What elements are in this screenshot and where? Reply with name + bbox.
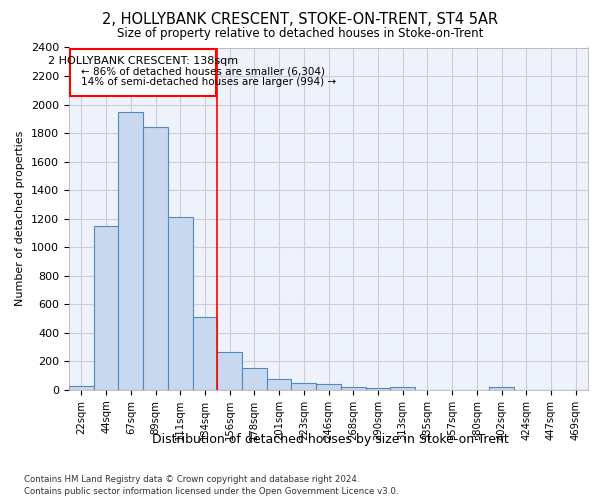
Bar: [390, 387, 415, 390]
Bar: [267, 378, 292, 390]
Bar: [316, 384, 341, 390]
Text: Contains HM Land Registry data © Crown copyright and database right 2024.: Contains HM Land Registry data © Crown c…: [24, 475, 359, 484]
Bar: [242, 368, 267, 390]
Bar: [94, 226, 118, 390]
Text: Distribution of detached houses by size in Stoke-on-Trent: Distribution of detached houses by size …: [152, 432, 508, 446]
Bar: [69, 386, 94, 390]
FancyBboxPatch shape: [70, 49, 216, 96]
Bar: [489, 387, 514, 390]
Bar: [118, 112, 143, 390]
Text: 14% of semi-detached houses are larger (994) →: 14% of semi-detached houses are larger (…: [82, 77, 337, 87]
Bar: [217, 352, 242, 390]
Bar: [168, 218, 193, 390]
Bar: [341, 387, 365, 390]
Y-axis label: Number of detached properties: Number of detached properties: [16, 131, 25, 306]
Bar: [365, 388, 390, 390]
Text: 2 HOLLYBANK CRESCENT: 138sqm: 2 HOLLYBANK CRESCENT: 138sqm: [48, 56, 238, 66]
Bar: [193, 317, 217, 390]
Text: Size of property relative to detached houses in Stoke-on-Trent: Size of property relative to detached ho…: [117, 28, 483, 40]
Text: ← 86% of detached houses are smaller (6,304): ← 86% of detached houses are smaller (6,…: [82, 66, 325, 76]
Text: 2, HOLLYBANK CRESCENT, STOKE-ON-TRENT, ST4 5AR: 2, HOLLYBANK CRESCENT, STOKE-ON-TRENT, S…: [102, 12, 498, 28]
Text: Contains public sector information licensed under the Open Government Licence v3: Contains public sector information licen…: [24, 488, 398, 496]
Bar: [292, 383, 316, 390]
Bar: [143, 128, 168, 390]
